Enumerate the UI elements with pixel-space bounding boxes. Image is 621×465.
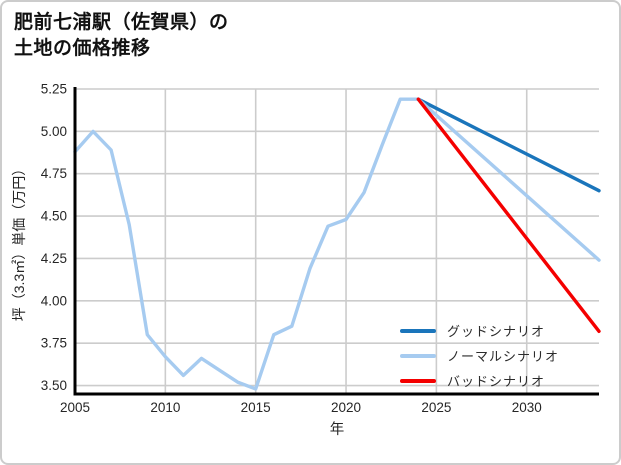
svg-text:4.25: 4.25	[41, 251, 67, 266]
svg-text:2015: 2015	[241, 400, 271, 415]
svg-text:坪（3.3㎡）単価（万円）: 坪（3.3㎡）単価（万円）	[11, 162, 27, 321]
legend-row-normal: ノーマルシナリオ	[400, 343, 559, 368]
svg-text:年: 年	[330, 421, 345, 438]
svg-text:2025: 2025	[421, 400, 451, 415]
svg-text:5.00: 5.00	[41, 124, 67, 139]
good-scenario-line-swatch	[400, 328, 436, 333]
svg-text:5.25: 5.25	[41, 82, 67, 97]
legend-row-good: グッドシナリオ	[400, 318, 559, 343]
legend-row-bad: バッドシナリオ	[400, 368, 559, 393]
chart-title: 肥前七浦駅（佐賀県）の 土地の価格推移	[14, 10, 229, 62]
svg-text:3.75: 3.75	[41, 336, 67, 351]
svg-text:3.50: 3.50	[41, 378, 67, 393]
svg-text:4.75: 4.75	[41, 166, 67, 181]
svg-text:2020: 2020	[331, 400, 361, 415]
bad-scenario-line-swatch	[400, 378, 436, 383]
chart-title-line1: 肥前七浦駅（佐賀県）の	[14, 12, 229, 33]
svg-text:2030: 2030	[512, 400, 542, 415]
chart-title-line2: 土地の価格推移	[14, 38, 151, 59]
legend: グッドシナリオ ノーマルシナリオ バッドシナリオ	[400, 318, 559, 393]
svg-text:2010: 2010	[150, 400, 180, 415]
svg-text:2005: 2005	[60, 400, 90, 415]
svg-text:4.00: 4.00	[41, 293, 67, 308]
svg-text:4.50: 4.50	[41, 209, 67, 224]
normal-scenario-line-swatch	[400, 353, 436, 358]
legend-label-bad: バッドシナリオ	[447, 374, 546, 389]
legend-label-normal: ノーマルシナリオ	[447, 349, 560, 364]
legend-label-good: グッドシナリオ	[447, 324, 546, 339]
